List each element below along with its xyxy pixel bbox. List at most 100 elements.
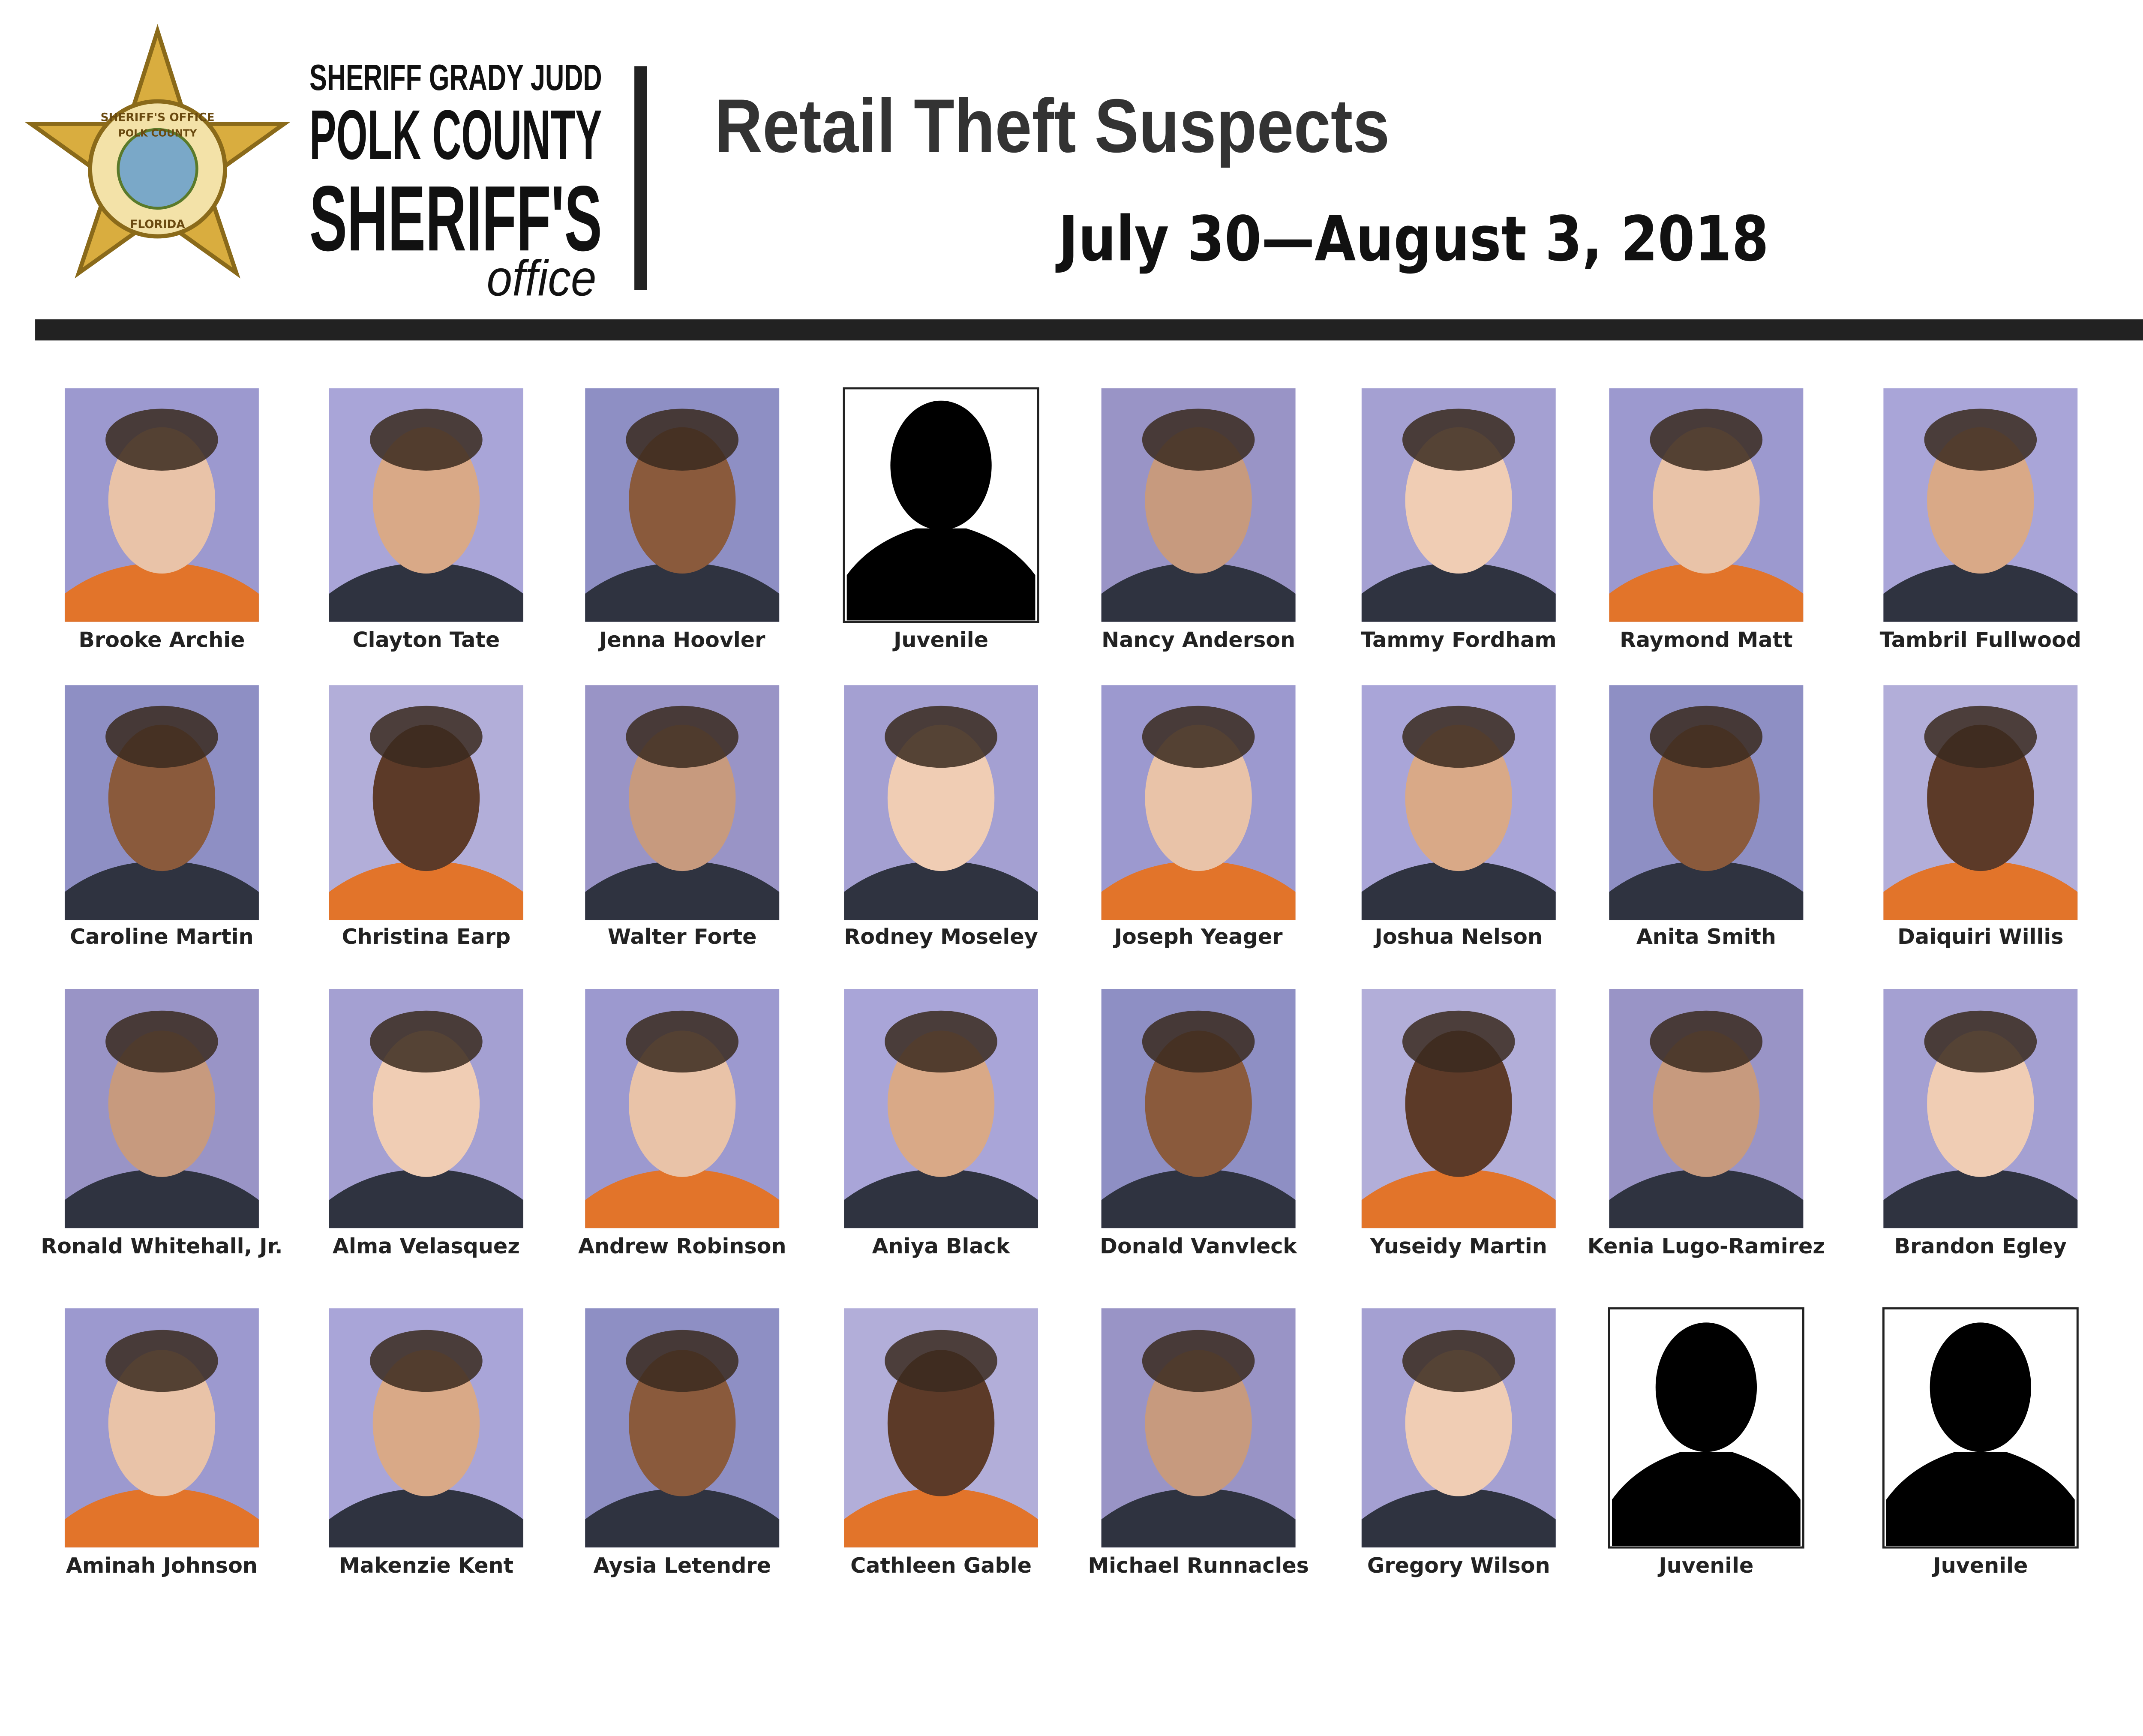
- silhouette-head: [1930, 1322, 2031, 1452]
- photo-hair: [370, 408, 483, 471]
- mugshot: [1609, 685, 1804, 920]
- mugshot: [1361, 388, 1556, 622]
- photo-shoulders: [1883, 861, 2078, 920]
- photo-hair: [1142, 408, 1255, 471]
- photo-hair: [370, 1330, 483, 1392]
- mugshot: [585, 388, 780, 622]
- photo-hair: [1650, 408, 1763, 471]
- mugshot: [64, 388, 259, 622]
- suspect-name: Alma Velasquez: [333, 1234, 520, 1258]
- logo-line: POLK COUNTY: [309, 95, 602, 174]
- mugshot: [585, 685, 780, 920]
- photo-shoulders: [1361, 861, 1556, 920]
- photo-shoulders: [844, 861, 1038, 920]
- suspect-name: Michael Runnacles: [1088, 1553, 1309, 1578]
- logo-line: office: [487, 250, 597, 306]
- photo-shoulders: [1101, 562, 1296, 622]
- photo-hair: [626, 1330, 738, 1392]
- photo-shoulders: [64, 1169, 259, 1228]
- title: Retail Theft Suspects: [714, 84, 1390, 168]
- photo-shoulders: [844, 1169, 1038, 1228]
- silhouette-head: [890, 400, 992, 530]
- suspect-grid: Brooke Archie Clayton Tate Jenna Hoovler Ju…: [41, 387, 2081, 1578]
- photo-hair: [105, 1330, 218, 1392]
- suspect-name: Daiquiri Willis: [1897, 924, 2063, 949]
- seal-text: FLORIDA: [130, 218, 186, 231]
- photo-hair: [1402, 408, 1515, 471]
- photo-hair: [626, 408, 738, 471]
- photo-hair: [1650, 706, 1763, 768]
- suspect-name: Walter Forte: [608, 924, 757, 949]
- photo-hair: [1924, 1010, 2037, 1073]
- suspect-name: Christina Earp: [342, 924, 511, 949]
- mugshot: [844, 1308, 1038, 1548]
- mugshot: [585, 989, 780, 1228]
- suspect-name: Aysia Letendre: [593, 1553, 771, 1578]
- photo-shoulders: [1101, 1169, 1296, 1228]
- mugshot: [1609, 388, 1804, 622]
- suspect-name: Gregory Wilson: [1367, 1553, 1550, 1578]
- suspect-name: Yuseidy Martin: [1370, 1234, 1547, 1258]
- suspect-name: Ronald Whitehall, Jr.: [41, 1234, 282, 1258]
- photo-shoulders: [585, 861, 780, 920]
- suspect-name: Jenna Hoovler: [598, 628, 765, 652]
- photo-hair: [1142, 1330, 1255, 1392]
- mugshot: [1883, 989, 2078, 1228]
- suspect-name: Aminah Johnson: [66, 1553, 258, 1578]
- mugshot: [1101, 388, 1296, 622]
- mugshot: [1883, 388, 2078, 622]
- mugshot: [64, 685, 259, 920]
- mugshot: [329, 1308, 523, 1548]
- suspect-name: Tammy Fordham: [1361, 628, 1557, 652]
- photo-shoulders: [844, 1488, 1038, 1548]
- mugshot: [1101, 685, 1296, 920]
- seal-text: POLK COUNTY: [118, 128, 197, 139]
- suspect-name: Andrew Robinson: [578, 1234, 786, 1258]
- photo-shoulders: [329, 1488, 523, 1548]
- mugshot: [1101, 1308, 1296, 1548]
- suspect-name: Rodney Moseley: [844, 924, 1038, 949]
- photo-shoulders: [585, 562, 780, 622]
- suspect-name: Nancy Anderson: [1102, 628, 1295, 652]
- suspect-name: Juvenile: [1657, 1553, 1753, 1578]
- mugshot: [64, 1308, 259, 1548]
- photo-hair: [626, 1010, 738, 1073]
- photo-hair: [1402, 706, 1515, 768]
- suspect-name: Raymond Matt: [1620, 628, 1792, 652]
- silhouette-body: [846, 528, 1035, 621]
- photo-hair: [1650, 1010, 1763, 1073]
- photo-hair: [105, 1010, 218, 1073]
- seal-text: SHERIFF'S OFFICE: [101, 111, 215, 124]
- logo-line: SHERIFF'S: [309, 166, 602, 270]
- photo-shoulders: [1609, 1169, 1804, 1228]
- suspect-name: Joseph Yeager: [1113, 924, 1283, 949]
- suspect-name: Caroline Martin: [70, 924, 254, 949]
- photo-hair: [370, 1010, 483, 1073]
- mugshot: [64, 989, 259, 1228]
- photo-shoulders: [1101, 1488, 1296, 1548]
- photo-hair: [1142, 706, 1255, 768]
- silhouette-head: [1655, 1322, 1757, 1452]
- photo-hair: [885, 706, 997, 768]
- mugshot: [1882, 1307, 2079, 1549]
- seal-emblem: [117, 128, 198, 210]
- photo-shoulders: [1609, 562, 1804, 622]
- photo-hair: [1402, 1010, 1515, 1073]
- photo-shoulders: [1101, 861, 1296, 920]
- mugshot: [329, 989, 523, 1228]
- photo-shoulders: [1883, 1169, 2078, 1228]
- photo-shoulders: [585, 1169, 780, 1228]
- suspect-name: Anita Smith: [1636, 924, 1776, 949]
- photo-shoulders: [329, 1169, 523, 1228]
- mugshot: [1883, 685, 2078, 920]
- suspect-name: Clayton Tate: [353, 628, 500, 652]
- mugshot: [844, 989, 1038, 1228]
- photo-shoulders: [1361, 1169, 1556, 1228]
- photo-hair: [1924, 408, 2037, 471]
- mugshot: [329, 388, 523, 622]
- suspect-name: Juvenile: [892, 628, 988, 652]
- photo-hair: [370, 706, 483, 768]
- photo-shoulders: [64, 1488, 259, 1548]
- mugshot: [585, 1308, 780, 1548]
